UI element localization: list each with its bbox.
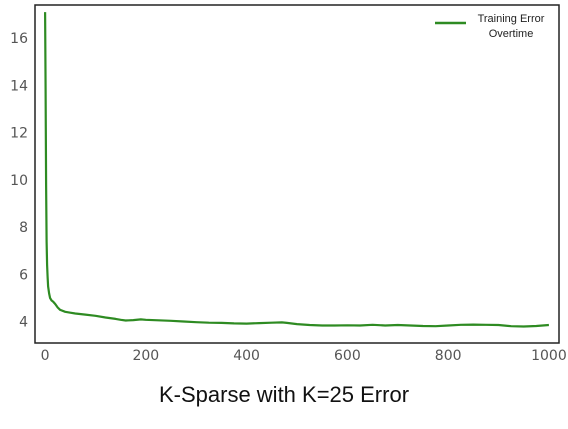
y-tick-label: 16 — [10, 31, 28, 47]
x-tick-label: 600 — [334, 348, 361, 364]
x-axis-ticks: 0 200 400 600 800 1000 — [41, 348, 567, 364]
y-tick-label: 6 — [19, 267, 28, 283]
x-tick-label: 1000 — [531, 348, 567, 364]
y-tick-label: 10 — [10, 173, 28, 189]
y-tick-label: 8 — [19, 220, 28, 236]
x-tick-label: 400 — [233, 348, 260, 364]
y-tick-label: 14 — [10, 78, 28, 94]
x-tick-label: 0 — [41, 348, 50, 364]
x-tick-label: 200 — [132, 348, 159, 364]
x-tick-label: 800 — [435, 348, 462, 364]
chart-caption: K-Sparse with K=25 Error — [0, 382, 568, 408]
legend: Training Error Overtime — [435, 13, 545, 40]
y-axis-ticks: 4 6 8 10 12 14 16 — [10, 31, 28, 331]
legend-label-line1: Training Error — [478, 13, 545, 25]
y-tick-label: 4 — [19, 315, 28, 331]
legend-label-line2: Overtime — [489, 28, 534, 40]
plot-frame — [35, 5, 559, 343]
training-error-line — [45, 12, 549, 326]
y-tick-label: 12 — [10, 126, 28, 142]
